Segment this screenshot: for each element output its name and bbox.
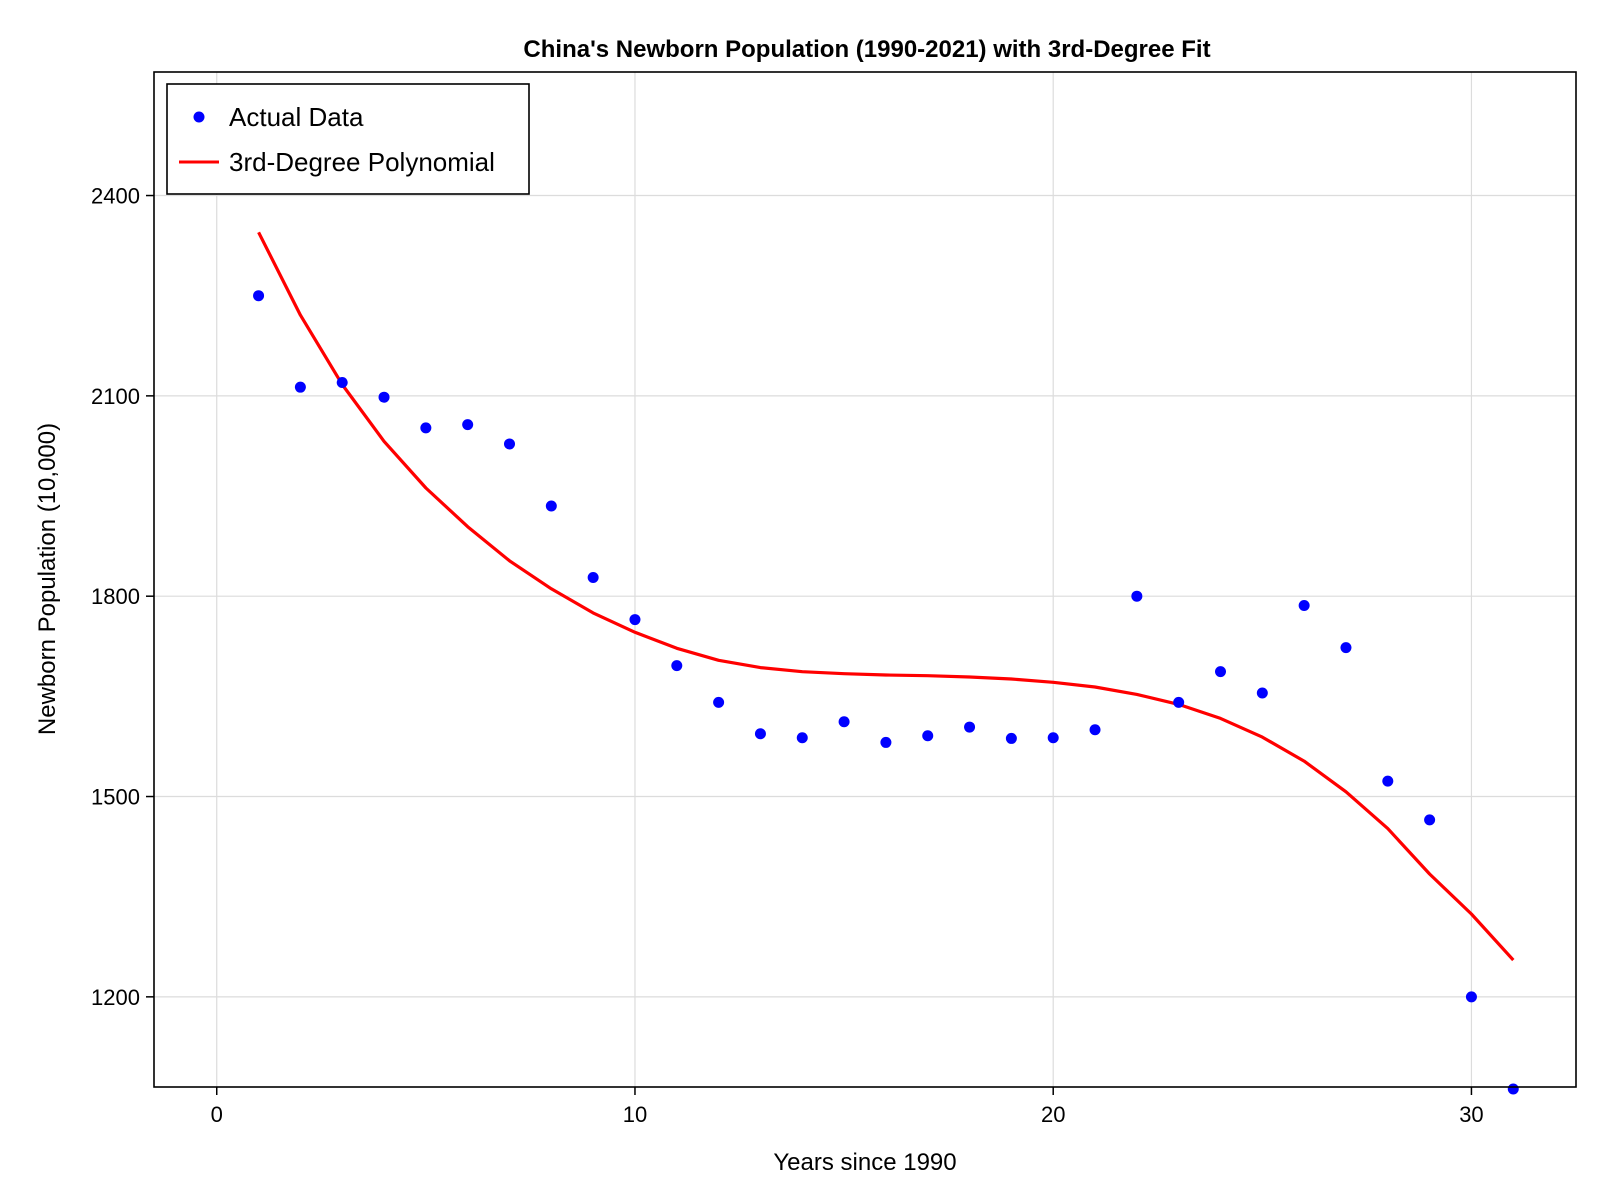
data-point bbox=[671, 660, 683, 672]
chart-title: China's Newborn Population (1990-2021) w… bbox=[523, 36, 1210, 63]
data-point bbox=[1005, 732, 1017, 744]
data-point bbox=[504, 438, 515, 450]
data-point bbox=[1340, 642, 1352, 654]
data-point bbox=[1131, 590, 1143, 602]
data-point bbox=[587, 571, 599, 583]
data-point bbox=[754, 728, 766, 740]
plot-area bbox=[253, 231, 1519, 1095]
data-point bbox=[1173, 696, 1185, 708]
y-tick-label: 1200 bbox=[91, 985, 140, 1010]
x-axis-label: Years since 1990 bbox=[773, 1149, 956, 1176]
grid-lines bbox=[154, 72, 1576, 1087]
data-point bbox=[1382, 775, 1394, 787]
legend-label-actual-data: Actual Data bbox=[229, 102, 364, 132]
data-point bbox=[1047, 732, 1059, 744]
data-point bbox=[629, 614, 641, 626]
data-point bbox=[880, 736, 892, 748]
y-axis-label: Newborn Population (10,000) bbox=[34, 423, 61, 735]
fit-curve-line bbox=[257, 231, 1515, 962]
data-point bbox=[420, 422, 432, 434]
data-point bbox=[1215, 666, 1226, 678]
y-tick-label: 1800 bbox=[91, 584, 140, 609]
data-point bbox=[253, 290, 265, 302]
data-point bbox=[462, 419, 474, 431]
data-point bbox=[796, 732, 808, 744]
data-point bbox=[713, 696, 725, 708]
legend-marker-actual-data bbox=[193, 111, 205, 123]
data-point bbox=[922, 730, 934, 742]
data-point bbox=[294, 381, 306, 393]
x-tick-label: 20 bbox=[1041, 1102, 1065, 1127]
y-tick-label: 2400 bbox=[91, 184, 140, 209]
data-point bbox=[1507, 1083, 1519, 1095]
legend-box bbox=[166, 83, 530, 195]
x-tick-label: 0 bbox=[211, 1102, 223, 1127]
x-tick-label: 10 bbox=[623, 1102, 647, 1127]
y-axis-ticks: 1200 1500 1800 2100 2400 bbox=[91, 184, 154, 1010]
x-tick-label: 30 bbox=[1459, 1102, 1483, 1127]
data-point bbox=[838, 716, 850, 728]
x-axis-ticks: 0 10 20 30 bbox=[211, 1087, 1484, 1127]
data-point bbox=[1424, 814, 1436, 826]
data-point bbox=[1465, 991, 1477, 1003]
legend: Actual Data 3rd-Degree Polynomial bbox=[166, 83, 530, 195]
plot-frame bbox=[153, 71, 1577, 1088]
y-tick-label: 1500 bbox=[91, 785, 140, 810]
y-tick-label: 2100 bbox=[91, 384, 140, 409]
data-point bbox=[545, 500, 557, 512]
data-point bbox=[1256, 687, 1268, 699]
data-point bbox=[1089, 724, 1101, 736]
data-point bbox=[378, 391, 390, 403]
legend-label-polynomial: 3rd-Degree Polynomial bbox=[229, 147, 495, 177]
data-point bbox=[336, 377, 348, 389]
data-point bbox=[964, 721, 976, 733]
data-point bbox=[1298, 600, 1310, 612]
